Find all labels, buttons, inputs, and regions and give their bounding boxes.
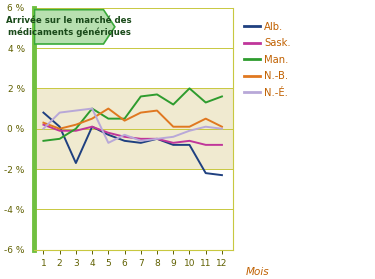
- Man.: [74, 127, 78, 130]
- Alb.: [90, 125, 94, 128]
- Line: Man.: Man.: [44, 88, 222, 141]
- N.-B.: [171, 125, 176, 128]
- FancyArrow shape: [34, 10, 115, 44]
- Sask.: [204, 143, 208, 146]
- Sask.: [90, 125, 94, 128]
- Sask.: [74, 129, 78, 133]
- Man.: [138, 95, 143, 98]
- Man.: [90, 107, 94, 110]
- N.-B.: [220, 125, 224, 128]
- N.-É.: [204, 125, 208, 128]
- Sask.: [106, 131, 111, 134]
- Alb.: [74, 161, 78, 165]
- Man.: [204, 101, 208, 104]
- N.-B.: [187, 125, 192, 128]
- N.-É.: [187, 129, 192, 133]
- N.-É.: [138, 139, 143, 143]
- Sask.: [187, 139, 192, 143]
- Man.: [122, 117, 127, 120]
- N.-B.: [155, 109, 159, 112]
- N.-B.: [138, 111, 143, 114]
- Alb.: [106, 133, 111, 136]
- Alb.: [41, 111, 46, 114]
- Text: Arrivée sur le marché des
médicaments génériques: Arrivée sur le marché des médicaments gé…: [6, 16, 132, 37]
- Line: Alb.: Alb.: [44, 113, 222, 175]
- Alb.: [171, 143, 176, 146]
- N.-É.: [90, 107, 94, 110]
- Sask.: [41, 123, 46, 126]
- N.-B.: [74, 123, 78, 126]
- Text: Mois: Mois: [245, 267, 269, 277]
- Legend: Alb., Sask., Man., N.-B., N.-É.: Alb., Sask., Man., N.-B., N.-É.: [240, 18, 295, 102]
- N.-B.: [106, 107, 111, 110]
- N.-B.: [57, 127, 62, 130]
- N.-É.: [57, 111, 62, 114]
- Sask.: [220, 143, 224, 146]
- Bar: [34, 88, 233, 169]
- N.-É.: [220, 127, 224, 130]
- Alb.: [187, 143, 192, 146]
- Sask.: [57, 129, 62, 133]
- Line: Sask.: Sask.: [44, 125, 222, 145]
- Line: N.-É.: N.-É.: [44, 109, 222, 143]
- Alb.: [220, 174, 224, 177]
- N.-É.: [74, 109, 78, 112]
- N.-B.: [41, 121, 46, 124]
- Alb.: [138, 141, 143, 145]
- Man.: [187, 87, 192, 90]
- Man.: [106, 117, 111, 120]
- N.-É.: [122, 133, 127, 136]
- Sask.: [122, 135, 127, 138]
- N.-É.: [171, 135, 176, 138]
- Alb.: [122, 139, 127, 143]
- N.-B.: [122, 119, 127, 122]
- N.-É.: [106, 141, 111, 145]
- Man.: [57, 137, 62, 141]
- N.-É.: [41, 127, 46, 130]
- Man.: [41, 139, 46, 143]
- Sask.: [138, 137, 143, 141]
- N.-B.: [90, 117, 94, 120]
- N.-É.: [155, 137, 159, 141]
- Man.: [171, 103, 176, 106]
- Sask.: [155, 137, 159, 141]
- Alb.: [155, 137, 159, 141]
- N.-B.: [204, 117, 208, 120]
- Alb.: [204, 172, 208, 175]
- Man.: [220, 95, 224, 98]
- Line: N.-B.: N.-B.: [44, 109, 222, 129]
- Sask.: [171, 141, 176, 145]
- Man.: [155, 93, 159, 96]
- Alb.: [57, 125, 62, 128]
